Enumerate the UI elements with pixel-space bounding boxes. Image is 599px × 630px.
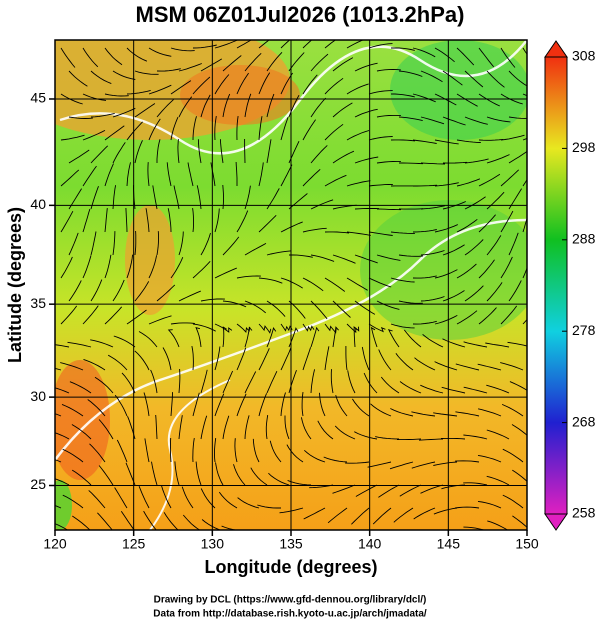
y-tick-label: 30: [30, 388, 46, 404]
x-axis-label: Longitude (degrees): [204, 557, 377, 577]
credit: Drawing by DCL (https://www.gfd-dennou.o…: [154, 595, 427, 606]
colorbar-tick-label: 258: [572, 505, 596, 521]
title: MSM 06Z01Jul2026 (1013.2hPa): [136, 2, 465, 27]
plot-frame: [54, 39, 528, 531]
colorbar-tick-label: 298: [572, 139, 596, 155]
colorbar-tick-label: 268: [572, 413, 596, 429]
x-tick-label: 120: [43, 536, 67, 552]
y-axis-label: Latitude (degrees): [5, 207, 25, 363]
colorbar: [544, 56, 568, 515]
x-tick-label: 125: [122, 536, 146, 552]
x-tick-label: 145: [437, 536, 461, 552]
colorbar-tick-label: 308: [572, 48, 596, 64]
x-tick-label: 150: [515, 536, 539, 552]
colorbar-tick-label: 288: [572, 231, 596, 247]
y-tick-label: 25: [30, 476, 46, 492]
credit: Data from http://database.rish.kyoto-u.a…: [153, 609, 427, 620]
colorbar-extend-bottom: [544, 513, 568, 531]
y-tick-label: 35: [30, 295, 46, 311]
x-tick-label: 135: [279, 536, 303, 552]
x-tick-label: 130: [201, 536, 225, 552]
colorbar-extend-top: [544, 40, 568, 58]
y-tick-label: 45: [30, 90, 46, 106]
x-tick-label: 140: [358, 536, 382, 552]
y-tick-label: 40: [30, 196, 46, 212]
colorbar-tick-label: 278: [572, 322, 596, 338]
